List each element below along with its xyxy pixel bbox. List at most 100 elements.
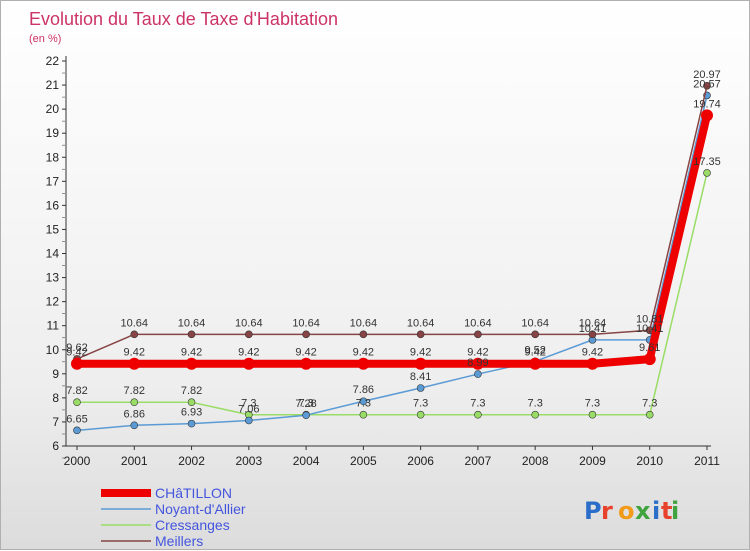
data-labels: 9.42 9.42 9.42 9.42 9.42 9.42 9.42 9.42 9.42 9.42…	[66, 69, 720, 426]
y-tick-label: 20	[46, 102, 60, 116]
data-point	[73, 398, 81, 407]
data-label: 9.42	[582, 347, 603, 359]
data-label: 8.99	[467, 357, 488, 369]
legend-label: CHâTILLON	[155, 485, 232, 501]
y-tick-label: 12	[46, 295, 60, 309]
data-label: 7.28	[295, 398, 316, 410]
x-tick-label: 2006	[407, 454, 434, 468]
y-tick-label: 14	[46, 247, 60, 261]
data-point	[529, 357, 542, 370]
data-point	[73, 426, 81, 435]
data-point	[300, 357, 313, 370]
x-tick-label: 2001	[121, 454, 148, 468]
data-point	[245, 330, 253, 339]
data-label: 9.42	[238, 347, 259, 359]
legend-label: Meillers	[155, 533, 203, 549]
data-point	[302, 411, 310, 420]
data-label: 20.97	[693, 69, 721, 81]
data-point	[416, 384, 425, 392]
data-label: 7.3	[241, 398, 256, 410]
data-label: 7.06	[238, 403, 259, 415]
x-tick-label: 2004	[293, 454, 320, 468]
data-label: 9.42	[181, 347, 202, 359]
data-point	[414, 357, 427, 370]
y-tick-label: 11	[47, 319, 60, 333]
data-label: 6.93	[181, 407, 202, 419]
y-tick-label: 22	[46, 54, 60, 68]
data-label: 10.64	[292, 317, 320, 329]
data-label: 20.57	[693, 78, 721, 90]
logo-letter: P	[584, 497, 602, 525]
data-point	[471, 357, 484, 370]
data-point	[645, 410, 654, 419]
data-label: 10.64	[521, 317, 549, 329]
logo-letter: i	[652, 497, 660, 525]
x-tick-label: 2007	[465, 454, 492, 468]
y-tick-label: 6	[52, 439, 59, 453]
y-tick-label: 10	[46, 343, 60, 357]
data-point	[359, 397, 368, 406]
data-point	[71, 357, 83, 370]
x-tick-label: 2008	[522, 454, 549, 468]
data-label: 8.41	[410, 371, 431, 383]
series-line	[76, 85, 708, 360]
data-point	[130, 330, 139, 339]
x-tick-label: 2010	[636, 454, 663, 468]
series-line	[73, 111, 711, 368]
data-label: 7.3	[642, 398, 657, 410]
data-label: 9.42	[524, 347, 545, 359]
axes: 6 7 8 9 10 11 12 13 14 15 16 17 18 19 20 21 22 2000 2001 20…	[46, 54, 721, 468]
y-tick-label: 13	[46, 271, 60, 285]
y-tick-label: 19	[46, 126, 60, 140]
data-point	[474, 330, 482, 339]
data-point	[187, 419, 196, 428]
data-point	[359, 410, 368, 419]
data-label: 9.42	[124, 347, 145, 359]
y-tick-label: 7	[52, 415, 59, 429]
data-label: 7.3	[356, 398, 371, 410]
data-label: 7.86	[353, 384, 374, 396]
logo-letter: i	[671, 497, 679, 525]
data-label: 9.42	[353, 347, 374, 359]
data-label: 6.65	[66, 413, 87, 425]
data-label: 7.82	[181, 385, 202, 397]
logo-letter: t	[661, 497, 672, 525]
series-layer	[71, 81, 713, 435]
legend-label: Cressanges	[155, 517, 230, 533]
y-tick-label: 21	[46, 78, 60, 92]
data-label: 10.64	[350, 317, 378, 329]
x-tick-label: 2000	[64, 454, 91, 468]
data-label: 7.3	[470, 398, 485, 410]
data-point	[130, 421, 139, 430]
data-point	[703, 81, 711, 90]
x-tick-label: 2003	[235, 454, 262, 468]
data-label: 6.86	[124, 408, 145, 420]
logo-letter: r	[601, 497, 613, 525]
data-point	[531, 410, 539, 419]
series-line	[76, 94, 708, 432]
y-tick-label: 8	[52, 391, 59, 405]
data-point	[128, 357, 141, 370]
data-label: 7.3	[413, 398, 428, 410]
data-point	[416, 410, 425, 419]
x-tick-label: 2005	[350, 454, 377, 468]
y-tick-label: 18	[46, 150, 60, 164]
data-point	[588, 330, 597, 339]
data-label: 19.74	[693, 98, 721, 110]
legend: CHâTILLONNoyant-d'AllierCressangesMeille…	[101, 485, 246, 549]
data-point	[242, 357, 255, 370]
x-tick-label: 2009	[579, 454, 606, 468]
data-point	[416, 330, 425, 339]
data-point	[586, 357, 599, 370]
chart-title: Evolution du Taux de Taxe d'Habitation	[29, 9, 338, 29]
data-label: 9.42	[295, 347, 316, 359]
y-tick-label: 16	[46, 198, 60, 212]
data-label: 10.41	[579, 323, 607, 335]
data-label: 10.64	[121, 317, 149, 329]
data-point	[302, 330, 310, 339]
y-tick-label: 17	[46, 174, 60, 188]
y-tick-label: 15	[46, 222, 60, 236]
data-point	[474, 410, 482, 419]
